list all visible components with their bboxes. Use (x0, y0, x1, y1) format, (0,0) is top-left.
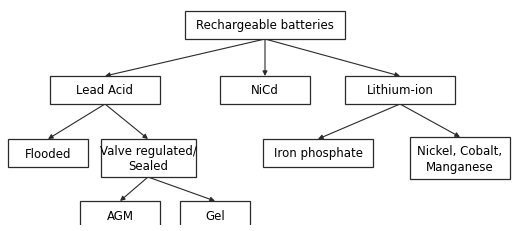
FancyBboxPatch shape (8, 139, 88, 167)
Text: NiCd: NiCd (251, 84, 279, 97)
Text: Nickel, Cobalt,
Manganese: Nickel, Cobalt, Manganese (417, 144, 502, 173)
FancyBboxPatch shape (263, 139, 373, 167)
FancyBboxPatch shape (410, 137, 510, 179)
Text: AGM: AGM (107, 209, 133, 222)
FancyBboxPatch shape (345, 77, 455, 105)
Text: Rechargeable batteries: Rechargeable batteries (196, 19, 334, 32)
Text: Lithium-ion: Lithium-ion (366, 84, 433, 97)
FancyBboxPatch shape (185, 12, 345, 40)
Text: Valve regulated/
Sealed: Valve regulated/ Sealed (100, 144, 196, 173)
FancyBboxPatch shape (220, 77, 310, 105)
FancyBboxPatch shape (50, 77, 160, 105)
Text: Flooded: Flooded (25, 147, 71, 160)
FancyBboxPatch shape (80, 201, 160, 229)
FancyBboxPatch shape (180, 201, 250, 229)
Text: Lead Acid: Lead Acid (76, 84, 133, 97)
FancyBboxPatch shape (100, 139, 195, 177)
Text: Iron phosphate: Iron phosphate (273, 147, 363, 160)
Text: Gel: Gel (205, 209, 225, 222)
